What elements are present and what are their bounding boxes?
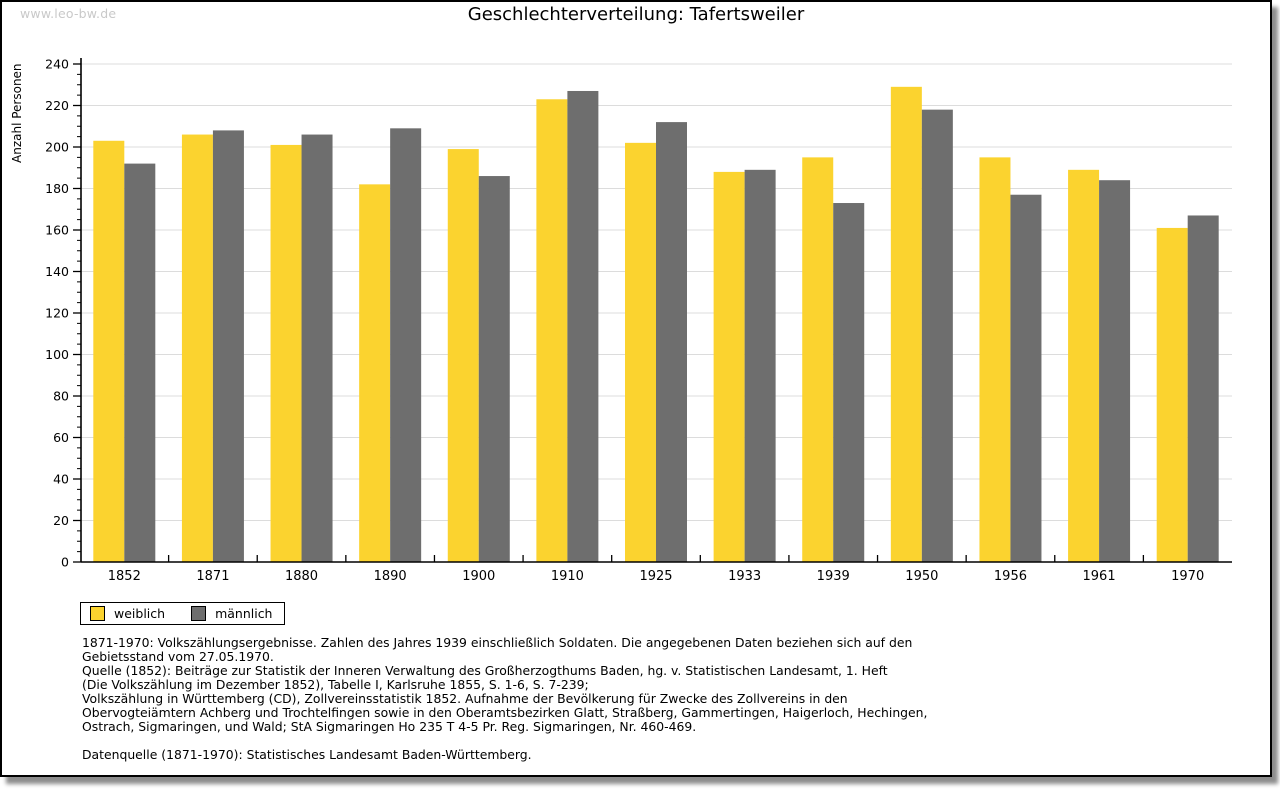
- legend-item-maennlich: männlich: [191, 606, 272, 621]
- y-tick-label: 180: [45, 181, 69, 196]
- x-category-label: 1970: [1171, 569, 1204, 584]
- bar-männlich-1939: [833, 203, 865, 562]
- maennlich-swatch-icon: [191, 606, 207, 621]
- note-line: Gebietsstand vom 27.05.1970.: [82, 649, 274, 664]
- note-line: Ostrach, Sigmaringen, und Wald; StA Sigm…: [82, 719, 697, 734]
- bar-männlich-1933: [744, 169, 776, 562]
- y-tick-label: 200: [45, 140, 69, 155]
- bar-männlich-1910: [567, 90, 599, 562]
- x-category-label: 1852: [108, 569, 141, 584]
- note-line: Obervogteiämtern Achberg und Trochtelfin…: [82, 705, 928, 720]
- bar-weiblich-1925: [625, 142, 656, 562]
- y-tick-label: 20: [53, 513, 69, 528]
- bar-weiblich-1939: [802, 157, 834, 562]
- bar-weiblich-1933: [713, 171, 745, 562]
- y-tick-label: 220: [45, 98, 69, 113]
- legend-label-weiblich: weiblich: [114, 606, 166, 621]
- legend-label-maennlich: männlich: [215, 606, 273, 621]
- bar-männlich-1925: [656, 122, 687, 562]
- bar-männlich-1961: [1099, 180, 1131, 562]
- source-notes: 1871-1970: Volkszählungsergebnisse. Zahl…: [82, 636, 1202, 762]
- bar-weiblich-1910: [536, 99, 568, 563]
- y-tick-label: 100: [45, 347, 69, 362]
- bar-weiblich-1970: [1156, 227, 1188, 563]
- bar-weiblich-1950: [890, 86, 922, 562]
- bar-männlich-1852: [124, 163, 156, 562]
- page-title: Geschlechterverteilung: Tafertsweiler: [467, 4, 805, 25]
- y-tick-label: 140: [45, 264, 69, 279]
- bar-weiblich-1961: [1068, 169, 1100, 562]
- data-source-line: Datenquelle (1871-1970): Statistisches L…: [82, 747, 532, 762]
- bar-männlich-1900: [478, 176, 510, 563]
- x-category-label: 1950: [905, 569, 938, 584]
- bar-männlich-1871: [212, 130, 244, 562]
- bar-weiblich-1871: [181, 134, 213, 563]
- bar-weiblich-1852: [93, 140, 125, 562]
- bar-männlich-1950: [921, 109, 953, 563]
- bar-weiblich-1900: [447, 149, 479, 562]
- note-line: 1871-1970: Volkszählungsergebnisse. Zahl…: [82, 635, 913, 650]
- x-category-label: 1925: [639, 569, 672, 584]
- y-tick-label: 60: [53, 430, 69, 445]
- legend-item-weiblich: weiblich: [90, 606, 165, 621]
- y-tick-label: 80: [53, 389, 69, 404]
- x-category-label: 1939: [817, 569, 850, 584]
- weiblich-swatch-icon: [90, 606, 105, 621]
- x-category-label: 1933: [728, 569, 761, 584]
- bar-männlich-1956: [1010, 194, 1042, 562]
- note-line: Quelle (1852): Beiträge zur Statistik de…: [82, 663, 888, 678]
- x-category-label: 1890: [374, 569, 407, 584]
- x-category-label: 1871: [196, 569, 229, 584]
- x-category-label: 1956: [994, 569, 1027, 584]
- note-line: Volkszählung in Württemberg (CD), Zollve…: [82, 691, 848, 706]
- x-category-label: 1880: [285, 569, 318, 584]
- bar-männlich-1880: [301, 134, 333, 563]
- bar-männlich-1970: [1187, 215, 1219, 562]
- y-tick-label: 160: [45, 223, 69, 238]
- y-tick-label: 120: [45, 306, 69, 321]
- bar-weiblich-1880: [270, 144, 302, 563]
- bar-weiblich-1890: [359, 184, 391, 562]
- y-tick-label: 0: [61, 555, 69, 570]
- bar-weiblich-1956: [979, 157, 1011, 562]
- y-tick-label: 40: [53, 472, 69, 487]
- x-category-label: 1961: [1083, 569, 1116, 584]
- x-category-label: 1910: [551, 569, 584, 584]
- bar-chart: 0 20 40 60 80 100 120 140 160 180 200 220 240 1852 187…: [45, 57, 1232, 584]
- legend: weiblich männlich: [80, 602, 286, 625]
- note-line: (Die Volkszählung im Dezember 1852), Tab…: [82, 677, 589, 692]
- watermark: www.leo-bw.de: [20, 6, 117, 21]
- chart-page: www.leo-bw.de Geschlechterverteilung: Ta…: [0, 0, 1272, 777]
- bar-männlich-1890: [390, 128, 422, 562]
- x-category-label: 1900: [462, 569, 495, 584]
- y-tick-label: 240: [45, 57, 69, 72]
